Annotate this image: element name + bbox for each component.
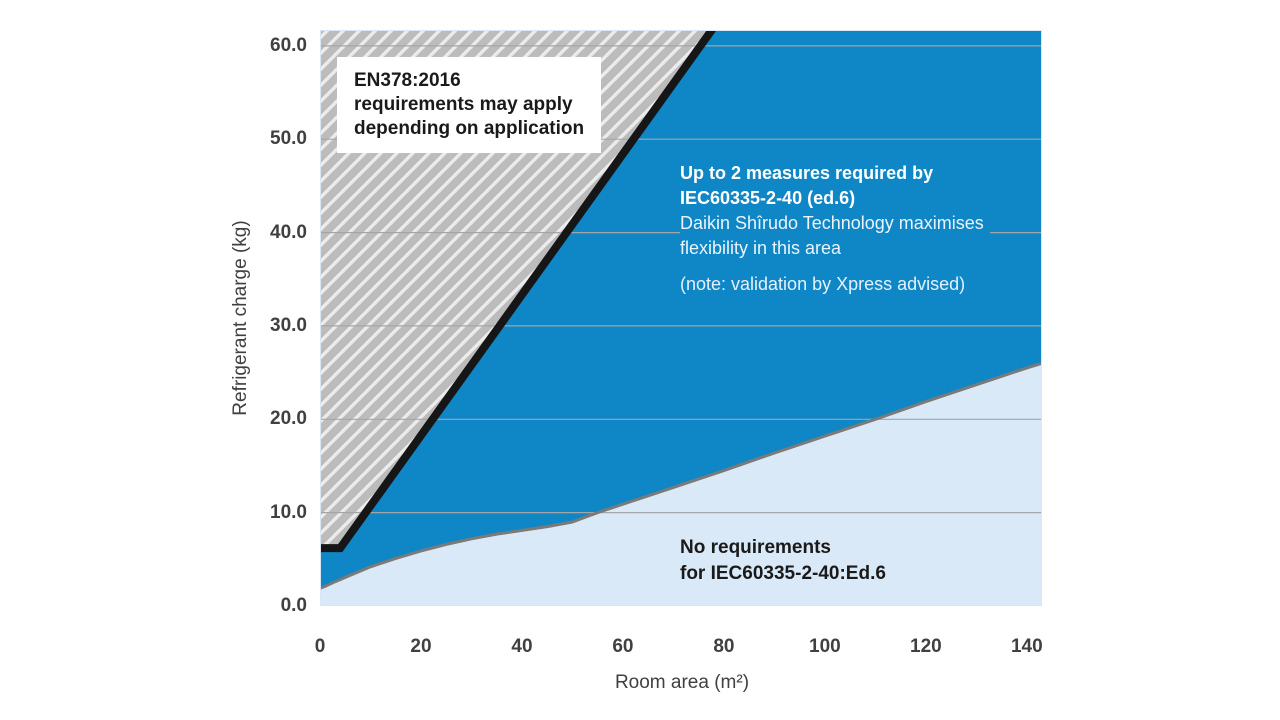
x-tick-label: 120 xyxy=(910,636,942,657)
plot-border xyxy=(320,30,1042,606)
x-tick-label: 80 xyxy=(713,636,735,657)
blue-region-label-bold-line: Up to 2 measures required by xyxy=(680,163,934,183)
y-tick-label: 10.0 xyxy=(270,501,307,523)
blue-region-label-line: flexibility in this area xyxy=(680,238,842,258)
blue-region-note: (note: validation by Xpress advised) xyxy=(680,274,966,294)
x-tick-label: 100 xyxy=(809,636,841,657)
plot-area: EN378:2016 requirements may apply depend… xyxy=(320,30,1042,606)
hatched-region-label-line: EN378:2016 xyxy=(354,70,461,91)
no-requirements-label-line: for IEC60335-2-40:Ed.6 xyxy=(680,563,886,584)
blue-region-label: Up to 2 measures required by IEC60335-2-… xyxy=(680,161,990,299)
y-tick-label: 0.0 xyxy=(280,595,307,616)
en378-boundary-line xyxy=(320,30,717,553)
x-tick-label: 140 xyxy=(1010,636,1043,657)
y-tick-label: 40.0 xyxy=(270,221,307,243)
blue-region-label-line: Daikin Shîrudo Technology maximises xyxy=(680,213,984,233)
plot-svg xyxy=(320,30,1042,606)
x-tick-label: 40 xyxy=(511,636,533,657)
no-requirements-label: No requirements for IEC60335-2-40:Ed.6 xyxy=(680,535,886,587)
y-tick-label: 60.0 xyxy=(270,34,307,56)
x-tick-label: 20 xyxy=(410,636,432,657)
y-tick-label: 30.0 xyxy=(270,314,307,336)
x-axis-title: Room area (m²) xyxy=(614,672,750,693)
hatched-region-label-line: depending on application xyxy=(354,118,585,139)
x-tick-label: 60 xyxy=(612,636,634,657)
en378-hatched-region xyxy=(320,30,712,549)
y-tick-label: 20.0 xyxy=(270,408,307,430)
hatched-region-label: EN378:2016 requirements may apply depend… xyxy=(337,57,602,153)
no-requirements-label-line: No requirements xyxy=(680,537,831,558)
hatched-region-label-line: requirements may apply xyxy=(354,94,573,115)
y-tick-label: 50.0 xyxy=(270,128,307,150)
x-tick-label: 0 xyxy=(314,636,326,657)
blue-region-label-bold-line: IEC60335-2-40 (ed.6) xyxy=(680,188,856,208)
no-requirement-boundary-curve xyxy=(320,361,1042,590)
